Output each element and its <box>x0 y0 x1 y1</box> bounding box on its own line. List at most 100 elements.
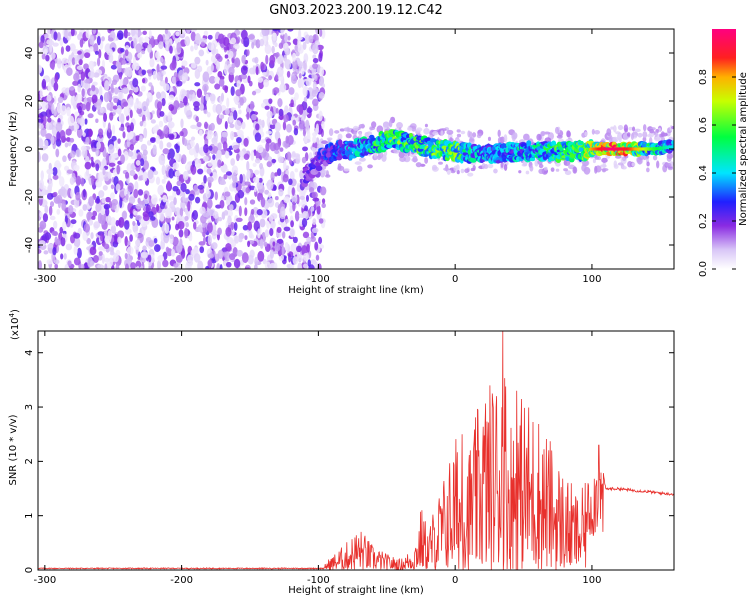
noise-blob <box>208 75 216 84</box>
noise-blob <box>65 243 73 251</box>
noise-blob <box>40 127 47 137</box>
noise-blob <box>269 262 276 269</box>
noise-blob <box>168 94 175 100</box>
noise-blob <box>298 73 302 79</box>
signal-halo <box>612 125 617 133</box>
signal-blob <box>671 140 674 146</box>
noise-blob <box>70 29 75 37</box>
noise-blob <box>53 109 57 117</box>
noise-blob <box>235 217 243 223</box>
noise-blob <box>211 258 217 264</box>
noise-blob <box>250 150 255 161</box>
spectrogram-marks <box>38 29 674 269</box>
noise-blob <box>137 189 144 196</box>
noise-blob <box>129 170 136 177</box>
noise-blob <box>184 227 189 239</box>
noise-blob <box>193 184 199 192</box>
noise-blob <box>112 105 118 110</box>
noise-blob <box>271 158 277 164</box>
noise-blob <box>220 92 225 102</box>
noise-blob <box>265 130 272 135</box>
noise-blob <box>87 113 94 119</box>
noise-blob <box>101 197 106 204</box>
signal-halo <box>621 165 627 170</box>
noise-blob <box>70 189 74 198</box>
noise-blob <box>167 115 172 123</box>
noise-blob <box>122 131 126 139</box>
noise-blob <box>189 140 195 148</box>
noise-blob <box>261 29 269 37</box>
noise-blob <box>270 220 276 229</box>
signal-halo <box>373 156 378 160</box>
noise-blob <box>247 254 254 265</box>
noise-blob <box>194 56 201 65</box>
noise-blob <box>193 101 200 108</box>
signal-halo <box>591 128 595 135</box>
signal-halo <box>563 168 569 172</box>
signal-halo <box>456 129 461 133</box>
spectrogram-ytick-label: 0 <box>24 146 35 152</box>
noise-blob <box>290 243 298 254</box>
noise-blob <box>172 236 179 247</box>
noise-blob <box>57 96 64 104</box>
noise-blob <box>52 42 59 47</box>
spectrogram-ytick-label: 20 <box>24 95 35 108</box>
signal-halo <box>540 130 546 137</box>
noise-blob <box>56 208 61 215</box>
noise-blob <box>92 81 98 86</box>
noise-blob <box>244 181 251 186</box>
signal-halo <box>334 130 340 134</box>
noise-blob <box>181 76 186 82</box>
noise-blob <box>127 32 131 37</box>
noise-blob <box>311 73 317 79</box>
noise-blob <box>224 108 230 115</box>
snr-axes: -300 -200 -100 0 100 0 1 2 3 4 <box>24 331 674 586</box>
noise-blob <box>308 35 314 43</box>
noise-blob <box>69 43 76 52</box>
signal-halo <box>602 161 606 169</box>
noise-blob <box>162 194 168 203</box>
noise-blob <box>251 41 255 49</box>
noise-blob <box>96 57 101 67</box>
noise-blob <box>53 82 59 92</box>
noise-blob <box>152 70 157 80</box>
noise-blob <box>38 226 44 233</box>
noise-blob <box>60 236 66 247</box>
colorbar-tick-label: 0.4 <box>698 165 709 181</box>
signal-halo <box>564 170 572 176</box>
noise-blob <box>278 156 284 164</box>
noise-blob <box>203 121 208 130</box>
noise-blob <box>136 107 143 115</box>
noise-blob <box>247 75 251 84</box>
signal-halo <box>388 119 393 128</box>
noise-blob <box>234 119 242 131</box>
noise-blob <box>148 211 154 218</box>
noise-blob <box>102 185 108 191</box>
noise-blob <box>205 265 210 269</box>
noise-blob <box>88 60 95 70</box>
noise-blob <box>264 261 271 269</box>
svg-text:(x104): (x104) <box>8 309 21 340</box>
spectrogram-xlabel: Height of straight line (km) <box>288 285 424 296</box>
noise-blob <box>140 252 148 258</box>
noise-blob <box>173 100 180 110</box>
noise-blob <box>260 131 265 138</box>
noise-blob <box>225 226 232 237</box>
noise-blob <box>127 150 134 157</box>
noise-blob <box>197 184 205 190</box>
noise-blob <box>188 193 195 201</box>
signal-halo <box>500 161 504 168</box>
noise-blob <box>61 220 67 230</box>
noise-blob <box>117 138 121 144</box>
noise-blob <box>129 143 135 151</box>
noise-blob <box>135 43 142 54</box>
noise-blob <box>299 195 306 200</box>
colorbar-tick-label: 0.2 <box>698 213 709 229</box>
noise-blob <box>121 210 128 220</box>
snr-ytick-label: 1 <box>24 512 35 518</box>
noise-blob <box>178 103 185 108</box>
signal-halo <box>453 165 459 173</box>
noise-blob <box>300 67 305 75</box>
noise-blob <box>175 223 180 231</box>
